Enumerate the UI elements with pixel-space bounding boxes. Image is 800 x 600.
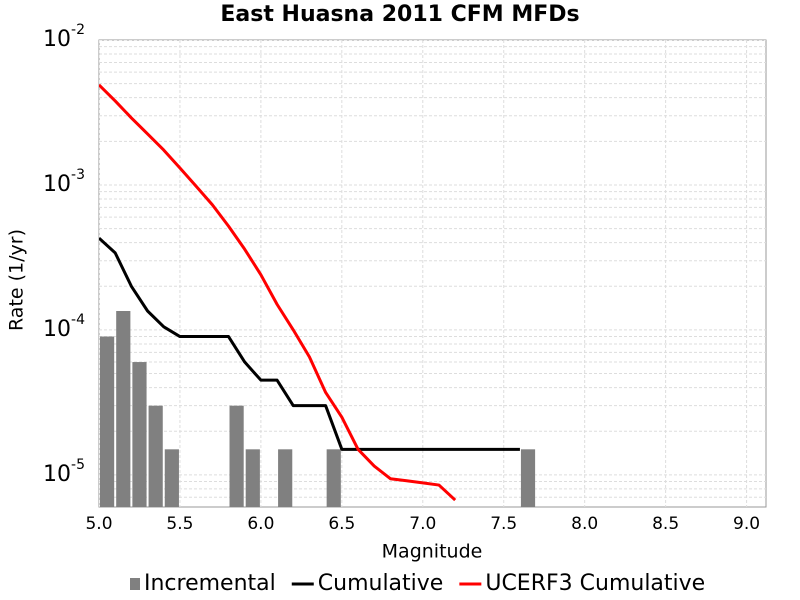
bar [100,336,115,507]
bar [278,449,293,507]
bar [116,311,131,507]
x-tick-label: 9.0 [733,514,760,534]
x-tick-label: 6.5 [328,514,355,534]
x-tick-label: 5.5 [166,514,193,534]
legend-swatch [130,578,140,590]
x-tick-label: 5.0 [85,514,112,534]
y-tick-base: 10 [43,172,71,197]
legend-label: Incremental [144,571,276,596]
y-tick-exponent: -3 [71,167,85,183]
x-axis-label: Magnitude [382,541,483,563]
legend-label: Cumulative [318,571,444,596]
x-tick-label: 8.0 [571,514,598,534]
x-tick-label: 6.0 [247,514,274,534]
y-tick-base: 10 [43,27,71,52]
line [99,236,520,451]
bar [245,449,260,507]
x-tick-label: 7.0 [409,514,436,534]
bar [229,405,244,507]
plot [99,40,766,507]
bar [326,449,341,507]
bar [164,449,179,507]
y-axis-label: Rate (1/yr) [6,229,28,331]
x-tick-label: 8.5 [652,514,679,534]
y-tick-base: 10 [43,317,71,342]
plot-area [98,39,767,508]
y-tick-exponent: -2 [71,22,85,38]
y-tick-label: 10-2 [43,22,85,52]
line [99,83,457,502]
y-tick-exponent: -4 [71,312,85,328]
y-tick-exponent: -5 [71,457,85,473]
y-tick-label: 10-4 [43,312,85,342]
bar [520,449,536,507]
y-tick-label: 10-5 [43,457,85,487]
bar [132,362,147,507]
x-tick-label: 7.5 [490,514,517,534]
chart-title: East Huasna 2011 CFM MFDs [220,2,579,27]
bar [148,405,163,507]
legend-label: UCERF3 Cumulative [485,571,705,596]
y-tick-label: 10-3 [43,167,85,197]
y-tick-base: 10 [43,462,71,487]
